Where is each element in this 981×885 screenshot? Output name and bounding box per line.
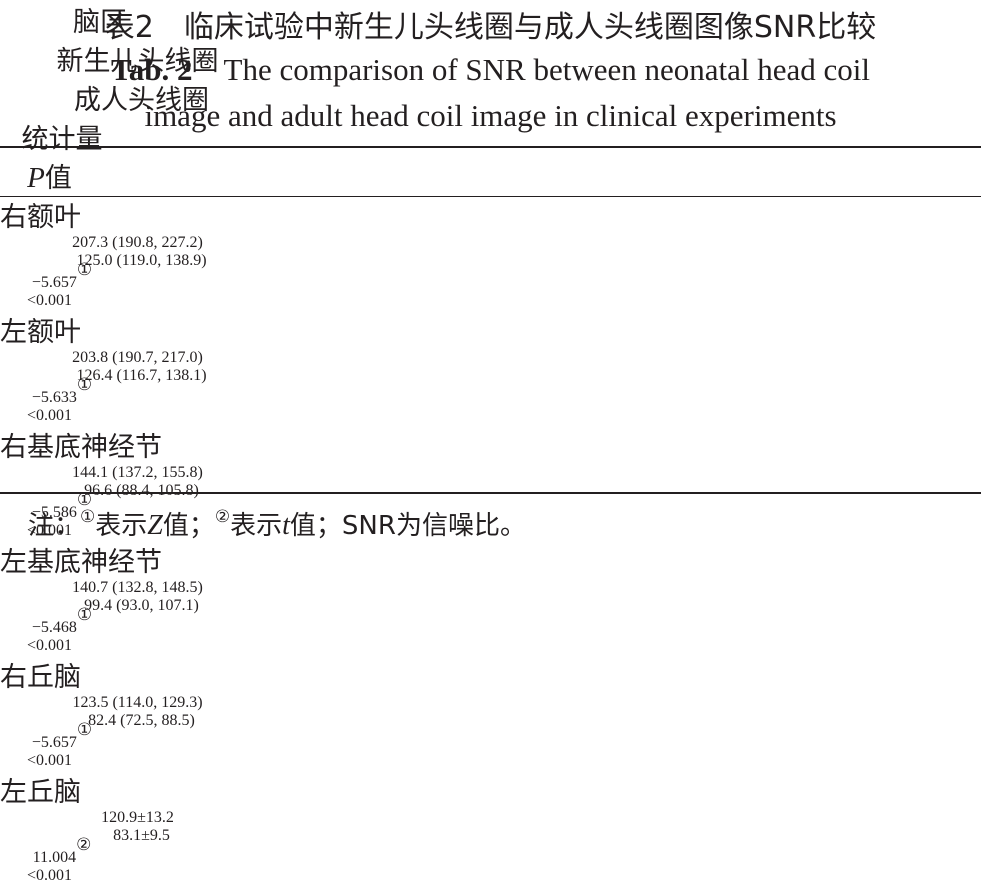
footnote-text: 值；SNR为信噪比。 [289,511,526,541]
footnote-text: 表示 [230,511,283,541]
footnote-symbol: Z [147,510,163,541]
cell: 99.4 (93.0, 107.1) [84,597,199,614]
stat-note: ① [76,720,93,739]
header-cell: 脑区 [73,7,127,38]
cell: <0.001 [26,867,73,884]
row-label: 左额叶 [0,317,81,348]
cell: 203.8 (190.7, 217.0) [72,349,203,366]
header-cell: 成人头线圈 [74,85,209,116]
cell: 123.5 (114.0, 129.3) [72,694,203,711]
footnote-symbol: t [282,510,290,541]
cell: 120.9±13.2 [101,809,174,826]
header-cell: 统计量 [21,124,103,155]
stat-note: ① [76,260,93,279]
cell: 96.6 (88.4, 105.8) [84,482,199,499]
cell: −5.586① [0,491,124,522]
row-label: 右丘脑 [0,662,81,693]
row-label: 左基底神经节 [0,547,162,578]
cell: 125.0 (119.0, 138.9) [76,252,207,269]
caption-label: Tab. 2 [110,52,193,87]
cell: −5.633① [0,376,124,407]
stat-value: −5.657 [31,734,77,751]
header-rule [0,196,981,197]
cell: <0.001 [26,407,73,424]
row-label: 右基底神经节 [0,432,162,463]
stat-note: ① [76,375,93,394]
caption-en: Tab. 2 The comparison of SNR between neo… [0,52,981,88]
stat-note: ① [76,490,93,509]
footnote: 注：①表示Z值；②表示t值；SNR为信噪比。 [28,505,526,542]
cell: <0.001 [26,752,73,769]
header-cell: 新生儿头线圈 [56,46,219,77]
cell: −5.657① [0,261,124,292]
cell: 140.7 (132.8, 148.5) [72,579,203,596]
cell: <0.001 [26,637,73,654]
cell: 144.1 (137.2, 155.8) [72,464,203,481]
cell: 11.004② [0,836,124,867]
stat-value: −5.468 [31,619,77,636]
stat-value: −5.657 [31,274,77,291]
row-label: 左丘脑 [0,777,81,808]
caption-text: The comparison of SNR between neonatal h… [223,52,871,87]
stat-value: 11.004 [32,849,77,866]
stat-note: ① [76,605,93,624]
cell: 83.1±9.5 [113,827,170,844]
caption-cn: 表2 临床试验中新生儿头线圈与成人头线圈图像SNR比较 [104,10,877,45]
footnote-text: 值； [162,511,215,541]
stat-note: ② [76,835,92,854]
cell: 207.3 (190.8, 227.2) [72,234,203,251]
row-label: 右额叶 [0,202,81,233]
cell: −5.468① [0,606,124,637]
page: 表2 临床试验中新生儿头线圈与成人头线圈图像SNR比较 Tab. 2 The c… [0,7,981,884]
top-rule [0,146,981,148]
bottom-rule [0,492,981,494]
header-cell: P值 [0,156,99,195]
cell: <0.001 [26,292,73,309]
footnote-text: 注： [28,511,81,541]
cell: 126.4 (116.7, 138.1) [76,367,207,384]
cell: −5.657① [0,721,124,752]
footnote-mark: ② [214,507,231,526]
cell: 82.4 (72.5, 88.5) [88,712,195,729]
cell: <0.001 [26,522,73,539]
footnote-mark: ① [80,507,96,526]
stat-value: −5.633 [31,389,77,406]
header-italic: P [27,162,45,194]
header-text: 值 [44,163,72,194]
caption-text: image and adult head coil image in clini… [144,98,837,133]
stat-value: −5.586 [31,504,77,521]
footnote-text: 表示 [95,511,148,541]
